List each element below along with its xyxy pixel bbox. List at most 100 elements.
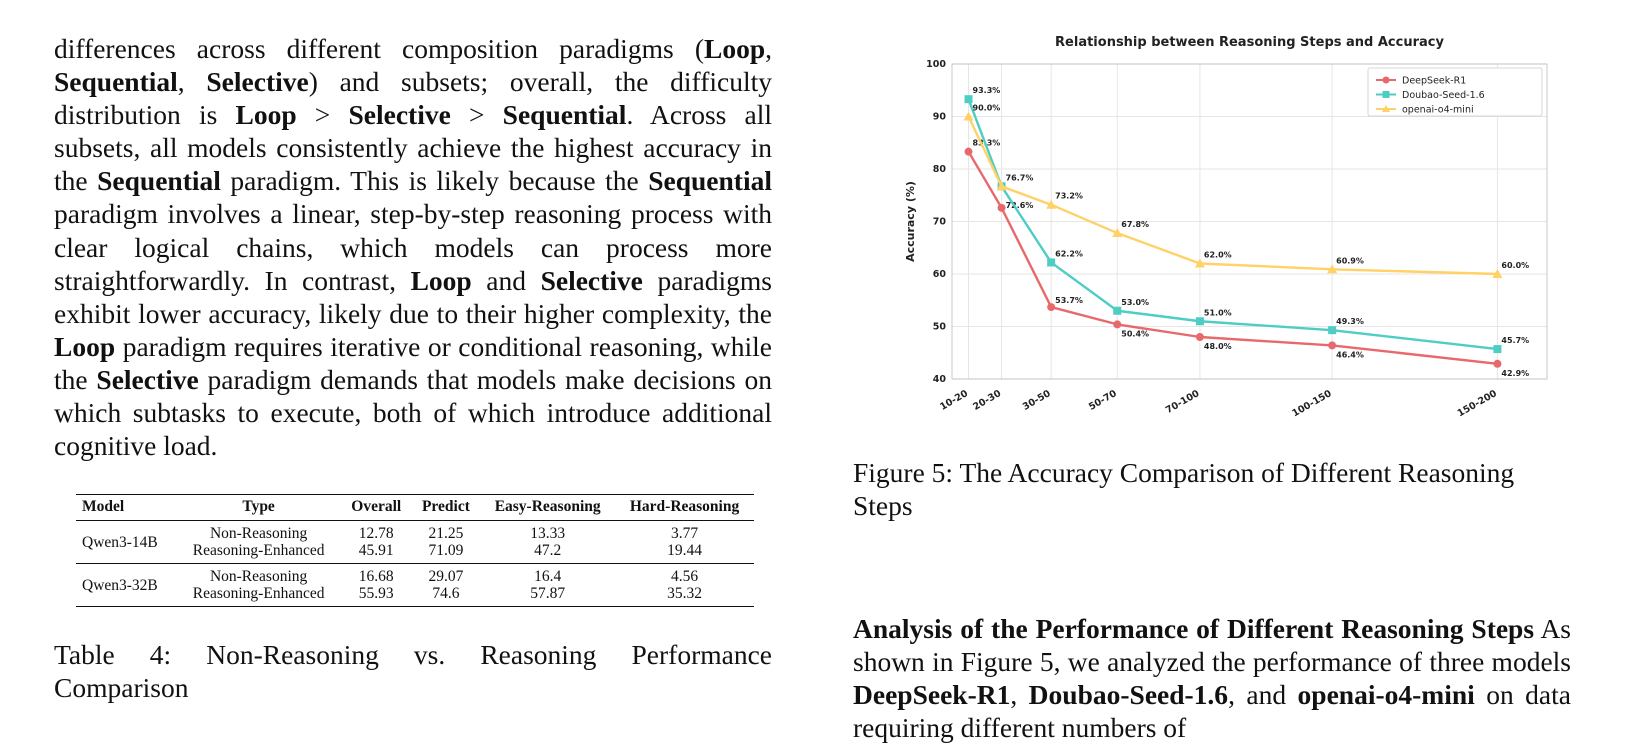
- text-run: paradigm involves a linear, step-by-step…: [54, 198, 772, 296]
- text-run: ,: [765, 33, 772, 64]
- paragraph-heading: Analysis of the Performance of Different…: [853, 613, 1535, 644]
- table-caption: Table 4: Non-Reasoning vs. Reasoning Per…: [54, 639, 772, 703]
- bold-term: Selective: [206, 66, 309, 98]
- data-point-Doubao-Seed-1.6: [964, 95, 973, 104]
- data-label: 53.0%: [1121, 298, 1149, 307]
- bold-term: DeepSeek-R1: [853, 679, 1011, 711]
- table-cell: 4.56: [670, 568, 699, 585]
- series-line-Doubao-Seed-1.6: [967, 98, 1498, 351]
- table-header-cell: Easy-Reasoning: [480, 494, 616, 521]
- table-cell: 71.09: [411, 542, 481, 564]
- data-label: 49.3%: [1336, 317, 1364, 326]
- table-cell: Non-Reasoning: [209, 568, 308, 585]
- legend-marker: [1382, 105, 1390, 112]
- data-point-openai-o4-mini: [1492, 269, 1503, 278]
- table-row: Qwen3-32B Non-Reasoning 16.68 29.07 16.4…: [76, 563, 754, 607]
- data-label: 90.0%: [973, 104, 1001, 113]
- y-tick-label: 50: [933, 322, 947, 333]
- table-cell: 3.77: [670, 525, 699, 542]
- text-run: As shown in Figure 5, we analyzed the pe…: [853, 613, 1572, 678]
- table-row: Reasoning-Enhanced 55.93 74.6 57.87 35.3…: [76, 585, 754, 607]
- data-point-openai-o4-mini: [1112, 228, 1123, 238]
- right-column: Analysis of the Performance of Different…: [853, 612, 1571, 744]
- table-cell: 55.93: [340, 585, 412, 607]
- legend-marker: [1382, 76, 1390, 84]
- data-label: 76.7%: [1006, 173, 1034, 182]
- table-cell: 74.6: [411, 585, 481, 607]
- table-cell: Reasoning-Enhanced: [176, 542, 341, 564]
- data-point-DeepSeek-R1: [1195, 333, 1204, 341]
- legend-box: [1367, 67, 1543, 117]
- table-header-cell: Type: [176, 494, 341, 521]
- data-label: 60.9%: [1336, 256, 1364, 265]
- text-run: ) and subsets; overall, the difficulty d…: [54, 66, 772, 131]
- table-cell: 47.2: [480, 542, 616, 564]
- data-label: 62.0%: [1204, 251, 1232, 260]
- legend-label: DeepSeek-R1: [1402, 76, 1466, 87]
- text-run: paradigm. This is likely because the: [220, 165, 649, 197]
- data-point-DeepSeek-R1: [1493, 359, 1502, 368]
- body-paragraph-reasoning-steps: Analysis of the Performance of Different…: [853, 612, 1571, 744]
- bold-term: Loop: [703, 33, 766, 64]
- table-header-cell: Overall: [340, 494, 412, 521]
- table-header-cell: Hard-Reasoning: [615, 494, 754, 521]
- bold-term: Selective: [540, 264, 643, 296]
- data-label: 72.6%: [1006, 201, 1034, 210]
- data-point-openai-o4-mini: [996, 181, 1007, 191]
- legend-marker: [1382, 91, 1390, 98]
- table-row: Qwen3-14B Non-Reasoning 12.78 21.25 13.3…: [76, 520, 754, 564]
- y-tick-label: 70: [933, 217, 947, 228]
- data-label: 53.7%: [1055, 296, 1083, 305]
- bold-term: Selective: [96, 363, 199, 395]
- table-cell: 35.32: [615, 585, 754, 607]
- data-point-openai-o4-mini: [1046, 199, 1057, 209]
- text-run: . Across all subsets, all models consist…: [54, 99, 773, 197]
- chart-title: Relationship between Reasoning Steps and…: [1055, 35, 1444, 50]
- data-point-Doubao-Seed-1.6: [1493, 345, 1502, 354]
- table-row: Reasoning-Enhanced 45.91 71.09 47.2 19.4…: [76, 542, 754, 564]
- bold-term: Doubao-Seed-1.6: [1028, 679, 1229, 711]
- x-tick-label: 100-150: [1290, 388, 1334, 420]
- table-cell: 19.44: [615, 542, 754, 564]
- data-point-Doubao-Seed-1.6: [1047, 258, 1056, 267]
- y-tick-label: 100: [926, 59, 946, 70]
- table-header-cell: Model: [76, 494, 177, 521]
- table-header-cell: Predict: [411, 494, 481, 521]
- data-label: 62.2%: [1055, 249, 1083, 258]
- y-tick-label: 40: [933, 374, 947, 385]
- data-label: 50.4%: [1121, 329, 1149, 338]
- table-cell: 13.33: [530, 525, 566, 542]
- data-point-Doubao-Seed-1.6: [1195, 317, 1204, 326]
- model-cell: Qwen3-32B: [76, 563, 177, 607]
- text-run: , and: [1228, 679, 1298, 711]
- text-run: paradigm requires iterative or condition…: [54, 330, 772, 395]
- data-label: 46.4%: [1336, 350, 1364, 359]
- data-point-DeepSeek-R1: [1328, 341, 1337, 350]
- data-point-openai-o4-mini: [963, 111, 974, 121]
- x-tick-label: 50-70: [1087, 388, 1119, 413]
- legend-label: openai-o4-mini: [1402, 105, 1474, 116]
- x-tick-label: 70-100: [1164, 388, 1202, 416]
- data-label: 73.2%: [1055, 192, 1083, 201]
- text-run: paradigm demands that models make decisi…: [54, 363, 772, 462]
- bold-term: Sequential: [97, 165, 221, 197]
- data-point-DeepSeek-R1: [964, 147, 973, 156]
- bold-term: Sequential: [502, 99, 627, 131]
- bold-term: Loop: [235, 99, 297, 131]
- text-run: ,: [1010, 679, 1029, 711]
- series-line-openai-o4-mini: [967, 115, 1498, 276]
- data-label: 42.9%: [1501, 369, 1529, 378]
- left-column: differences across different composition…: [54, 32, 772, 462]
- table-4: Model Type Overall Predict Easy-Reasonin…: [76, 494, 754, 607]
- bold-term: Sequential: [54, 66, 178, 98]
- bold-term: Selective: [348, 99, 451, 131]
- x-tick-label: 10-20: [938, 388, 970, 413]
- bold-term: Loop: [54, 330, 116, 362]
- table-cell: 16.4: [534, 568, 562, 585]
- bold-term: Sequential: [648, 165, 772, 197]
- data-label: 45.7%: [1501, 336, 1529, 345]
- x-tick-label: 20-30: [971, 388, 1003, 413]
- data-point-Doubao-Seed-1.6: [1328, 326, 1337, 335]
- data-label: 51.0%: [1204, 308, 1232, 317]
- figure-5: Relationship between Reasoning Steps and…: [860, 28, 1560, 428]
